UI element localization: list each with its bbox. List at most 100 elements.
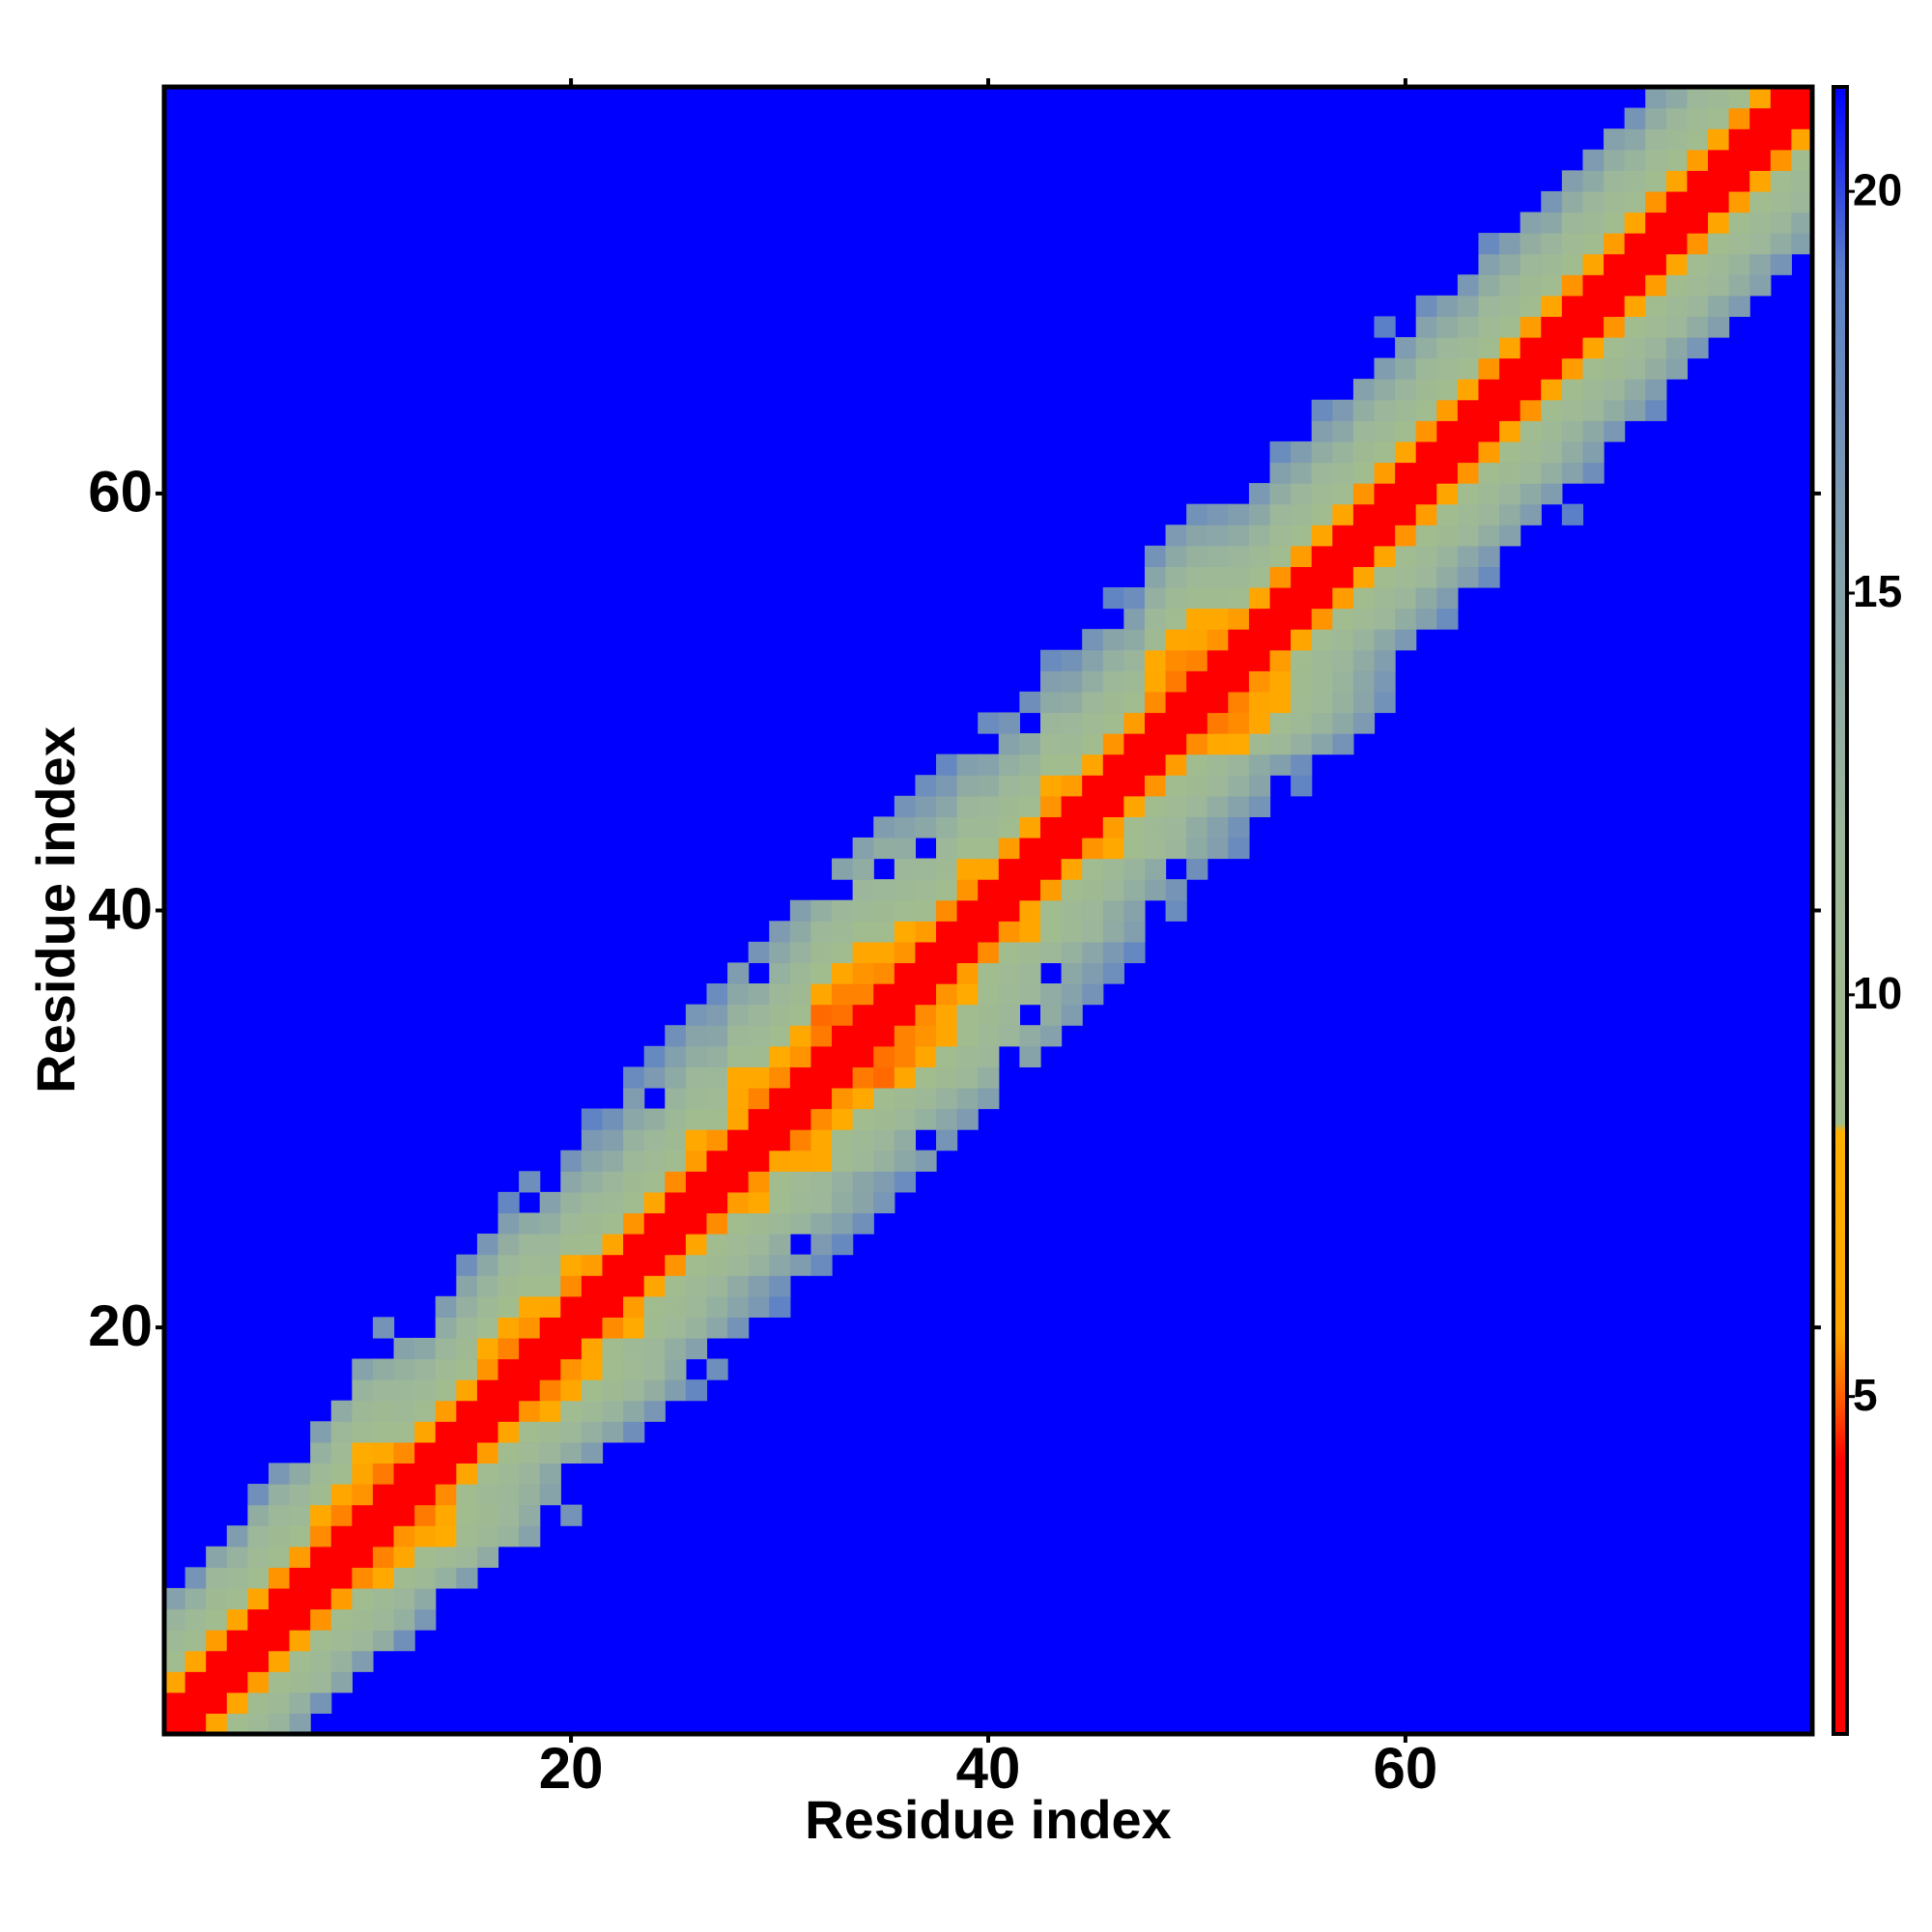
cell bbox=[1728, 87, 1750, 109]
cell bbox=[1665, 212, 1689, 234]
cell bbox=[519, 1295, 541, 1318]
cell bbox=[1082, 775, 1104, 797]
cell bbox=[1165, 753, 1187, 776]
cell bbox=[665, 1150, 687, 1172]
cell bbox=[1228, 795, 1250, 817]
cell bbox=[1165, 899, 1187, 922]
cell bbox=[1165, 795, 1187, 817]
cell bbox=[414, 1441, 437, 1464]
cell bbox=[1311, 525, 1333, 547]
cell bbox=[435, 1295, 457, 1318]
cell bbox=[1708, 170, 1730, 192]
cell bbox=[1332, 525, 1354, 547]
cell bbox=[581, 1358, 604, 1380]
cell bbox=[1541, 379, 1563, 401]
cell bbox=[1541, 233, 1563, 255]
cell bbox=[1123, 586, 1146, 610]
cell bbox=[956, 858, 979, 880]
cell bbox=[1082, 816, 1104, 838]
cell bbox=[352, 1441, 374, 1464]
cell bbox=[1499, 233, 1521, 255]
cell bbox=[978, 899, 1000, 922]
cell bbox=[1624, 357, 1646, 380]
cell bbox=[852, 1212, 874, 1235]
cell bbox=[1582, 233, 1605, 255]
cell bbox=[956, 1025, 979, 1047]
cell bbox=[706, 1129, 728, 1151]
cell bbox=[1144, 712, 1167, 734]
cell bbox=[643, 1045, 666, 1067]
cell bbox=[352, 1567, 374, 1589]
cell bbox=[643, 1400, 666, 1422]
cell bbox=[1749, 212, 1772, 234]
cell bbox=[1436, 503, 1459, 526]
cell bbox=[435, 1317, 457, 1339]
cell bbox=[1749, 233, 1772, 255]
cell bbox=[414, 1337, 437, 1360]
cell bbox=[1102, 899, 1124, 922]
cell bbox=[789, 1087, 812, 1110]
cell bbox=[998, 1004, 1020, 1026]
cell bbox=[476, 1337, 499, 1360]
cell bbox=[560, 1171, 582, 1193]
cell bbox=[1186, 691, 1208, 714]
cell bbox=[1582, 420, 1605, 442]
cell bbox=[1561, 233, 1584, 255]
cell bbox=[476, 1546, 499, 1568]
cell bbox=[435, 1546, 457, 1568]
cell bbox=[936, 921, 958, 943]
cell bbox=[1415, 608, 1437, 630]
cell bbox=[936, 753, 958, 776]
cell bbox=[1123, 649, 1146, 671]
cell bbox=[1123, 941, 1146, 964]
cell bbox=[1665, 107, 1689, 129]
cell bbox=[1665, 233, 1689, 255]
cell bbox=[1165, 629, 1187, 651]
cell bbox=[748, 1212, 770, 1235]
cell bbox=[519, 1421, 541, 1443]
cell bbox=[873, 983, 895, 1006]
cell bbox=[1687, 170, 1709, 192]
cell bbox=[769, 1108, 791, 1130]
cell bbox=[769, 1254, 791, 1276]
cell bbox=[978, 1025, 1000, 1047]
cell bbox=[456, 1525, 478, 1548]
cell bbox=[685, 1212, 708, 1235]
cell bbox=[978, 858, 1000, 880]
cell bbox=[476, 1484, 499, 1506]
cell bbox=[539, 1463, 561, 1485]
cell bbox=[560, 1504, 582, 1526]
cell bbox=[623, 1421, 645, 1443]
cell bbox=[1269, 712, 1292, 734]
cell bbox=[497, 1504, 520, 1526]
cell bbox=[685, 1087, 708, 1110]
cell bbox=[414, 1421, 437, 1443]
colorbar-tick-label: 5 bbox=[1853, 1370, 1878, 1420]
cell bbox=[519, 1379, 541, 1402]
cell bbox=[665, 1317, 687, 1339]
cell bbox=[1269, 649, 1292, 671]
cell bbox=[1311, 712, 1333, 734]
cell bbox=[330, 1546, 353, 1568]
cell bbox=[393, 1567, 415, 1589]
cell bbox=[1352, 608, 1376, 630]
cell bbox=[1561, 274, 1584, 297]
cell bbox=[1561, 253, 1584, 275]
cell bbox=[727, 1254, 750, 1276]
cell bbox=[810, 1129, 833, 1151]
cell bbox=[1352, 545, 1376, 567]
cell bbox=[1478, 420, 1500, 442]
cell bbox=[810, 1171, 833, 1193]
cell bbox=[810, 983, 833, 1006]
cell bbox=[727, 1045, 750, 1067]
cell bbox=[1039, 691, 1063, 714]
cell bbox=[956, 899, 979, 922]
cell bbox=[1248, 691, 1271, 714]
cell bbox=[1123, 753, 1146, 776]
cell bbox=[1415, 336, 1437, 359]
cell bbox=[330, 1463, 353, 1485]
cell bbox=[1687, 87, 1709, 109]
cell bbox=[414, 1379, 437, 1402]
cell bbox=[1144, 858, 1167, 880]
cell bbox=[1165, 712, 1187, 734]
